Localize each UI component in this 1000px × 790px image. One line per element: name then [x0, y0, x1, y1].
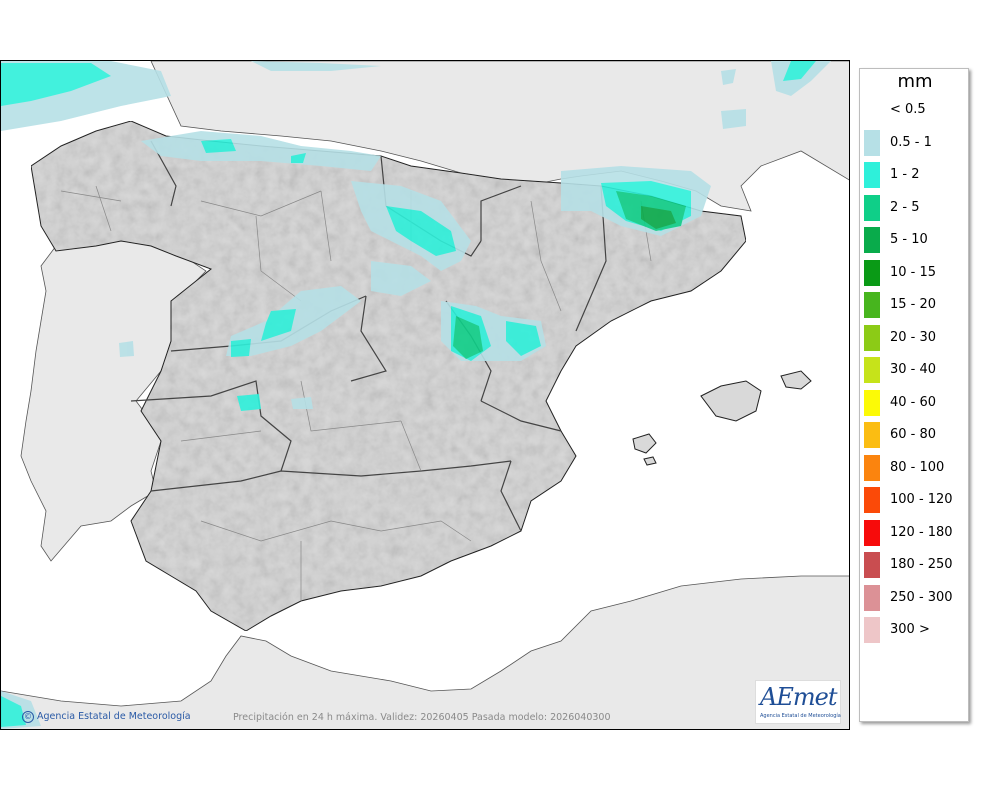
- legend-label: 2 - 5: [890, 199, 920, 215]
- province-borders: [60, 185, 652, 601]
- legend-item: 250 - 300: [864, 584, 968, 611]
- legend-swatch: [864, 227, 880, 253]
- legend-item: 2 - 5: [864, 194, 968, 221]
- legend-label: 80 - 100: [890, 459, 945, 475]
- agency-credit: © Agencia Estatal de Meteorología: [22, 711, 191, 723]
- legend-swatch: [864, 519, 880, 546]
- legend-label: 15 - 20: [890, 297, 937, 312]
- precipitation-map: [0, 60, 850, 730]
- legend-label: 20 - 30: [890, 329, 937, 345]
- legend-item: 5 - 10: [864, 227, 968, 253]
- copyright-icon: ©: [22, 711, 34, 723]
- legend-item: 60 - 80: [864, 422, 968, 448]
- legend-swatch: [864, 324, 880, 351]
- legend-item: 10 - 15: [864, 259, 968, 286]
- legend-label: 100 - 120: [890, 492, 953, 507]
- legend-swatch: [864, 129, 880, 156]
- legend-label: 40 - 60: [890, 394, 937, 410]
- menorca: [780, 370, 812, 390]
- ibiza: [632, 433, 657, 454]
- legend-swatch: [864, 617, 880, 643]
- legend-label: 60 - 80: [890, 427, 937, 442]
- precipitation-overlay: [1, 61, 831, 729]
- legend-label: 10 - 15: [890, 264, 937, 280]
- legend-label: 5 - 10: [890, 232, 928, 247]
- map-canvas: [1, 61, 849, 729]
- legend-swatch: [864, 259, 880, 286]
- logo-wordmark: AEmet: [760, 683, 837, 711]
- legend-item: 1 - 2: [864, 162, 968, 188]
- legend-label: 300 >: [890, 622, 930, 637]
- legend-label: 1 - 2: [890, 167, 920, 182]
- legend-label: 0.5 - 1: [890, 134, 932, 150]
- agency-name: Agencia Estatal de Meteorología: [37, 711, 191, 722]
- legend-swatch: [864, 454, 880, 481]
- legend-swatch: [864, 389, 880, 416]
- precipitation-legend: mm < 0.5 0.5 - 1 1 - 2 2 - 5 5 - 10 10 - 15 15…: [859, 68, 969, 722]
- legend-swatch: [864, 357, 880, 383]
- legend-swatch: [864, 487, 880, 513]
- legend-unit: mm: [897, 71, 933, 92]
- legend-item: 30 - 40: [864, 357, 968, 383]
- legend-item: 180 - 250: [864, 552, 968, 578]
- legend-swatch: [864, 584, 880, 611]
- logo-subtitle: Agencia Estatal de Meteorología: [760, 713, 841, 719]
- legend-swatch: [864, 194, 880, 221]
- map-caption: Precipitación en 24 h máxima. Validez: 2…: [233, 712, 611, 723]
- legend-item: 120 - 180: [864, 519, 968, 546]
- legend-item: 0.5 - 1: [864, 129, 968, 156]
- legend-swatch: [864, 292, 880, 318]
- africa-land: [1, 575, 849, 729]
- aemet-logo: AEmet Agencia Estatal de Meteorología: [755, 680, 841, 724]
- legend-item: 100 - 120: [864, 487, 968, 513]
- legend-item: 20 - 30: [864, 324, 968, 351]
- mallorca: [700, 380, 762, 422]
- legend-label: 120 - 180: [890, 524, 953, 540]
- legend-swatch: [864, 97, 880, 123]
- spain-land: [30, 120, 747, 632]
- legend-label: 250 - 300: [890, 589, 953, 605]
- legend-label: < 0.5: [890, 102, 926, 117]
- legend-item: 80 - 100: [864, 454, 968, 481]
- legend-item: 15 - 20: [864, 292, 968, 318]
- portugal-land: [20, 235, 207, 562]
- legend-item: < 0.5: [864, 97, 968, 123]
- legend-item: 40 - 60: [864, 389, 968, 416]
- legend-label: 180 - 250: [890, 557, 953, 572]
- legend-swatch: [864, 552, 880, 578]
- legend-label: 30 - 40: [890, 362, 937, 377]
- legend-swatch: [864, 162, 880, 188]
- legend-item: 300 >: [864, 617, 968, 643]
- legend-swatch: [864, 422, 880, 448]
- formentera: [643, 456, 657, 466]
